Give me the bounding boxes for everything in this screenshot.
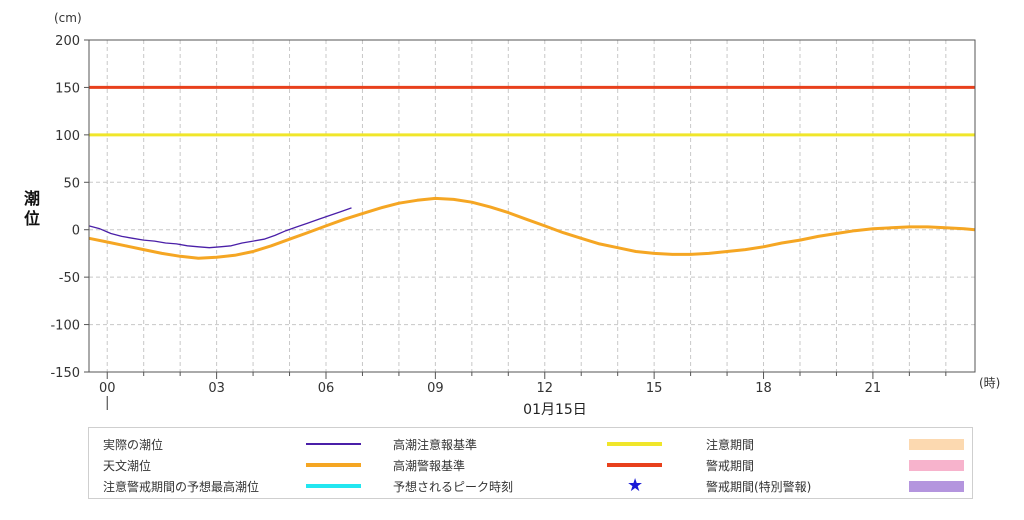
x-axis-date-label: 01月15日 bbox=[523, 402, 587, 418]
y-tick-label: 50 bbox=[63, 176, 80, 191]
legend-label: 実際の潮位 bbox=[103, 438, 164, 452]
plot-frame bbox=[88, 39, 976, 373]
x-tick-label: 09 bbox=[427, 381, 444, 396]
y-tick-label: 0 bbox=[72, 224, 80, 239]
y-axis-label-part2: 位 bbox=[24, 209, 40, 228]
legend-band-swatch bbox=[909, 439, 964, 450]
legend-label: 警戒期間 bbox=[706, 459, 755, 473]
x-tick-label: 00 bbox=[99, 381, 116, 396]
y-tick-label: -100 bbox=[50, 319, 80, 334]
legend-line-swatch bbox=[306, 463, 361, 467]
x-tick-label: 18 bbox=[755, 381, 772, 396]
legend-label: 注意警戒期間の予想最高潮位 bbox=[103, 480, 260, 494]
legend-line-swatch bbox=[607, 442, 662, 446]
y-tick-label: 200 bbox=[55, 34, 80, 49]
y-tick-label: -50 bbox=[59, 271, 80, 286]
legend-line-swatch bbox=[607, 463, 662, 467]
legend-label: 高潮警報基準 bbox=[393, 459, 466, 473]
legend-band-swatch bbox=[909, 460, 964, 471]
x-tick-label: 21 bbox=[865, 381, 882, 396]
grid-lines bbox=[89, 39, 975, 373]
y-unit-label: (cm) bbox=[54, 11, 82, 25]
legend-label: 注意期間 bbox=[706, 438, 755, 452]
x-tick-label: 06 bbox=[318, 381, 335, 396]
legend-band-swatch bbox=[909, 481, 964, 492]
series-lines bbox=[88, 196, 976, 260]
star-icon: ★ bbox=[627, 475, 644, 496]
x-tick-label: 03 bbox=[208, 381, 225, 396]
y-axis-label-part1: 潮 bbox=[24, 189, 40, 208]
legend-label: 警戒期間(特別警報) bbox=[706, 480, 812, 494]
axis-ticks: 200 150 100 50 0 -50 -100 -150 00 03 06 09 12 15 18 21 bbox=[50, 34, 947, 396]
series-line bbox=[88, 196, 976, 260]
x-tick-label: 12 bbox=[536, 381, 553, 396]
y-tick-label: -150 bbox=[50, 366, 80, 381]
legend-line-swatch bbox=[306, 484, 361, 488]
y-tick-label: 150 bbox=[55, 81, 80, 96]
x-unit-label: (時) bbox=[979, 376, 1000, 390]
y-tick-label: 100 bbox=[55, 129, 80, 144]
legend-line-swatch bbox=[306, 443, 361, 445]
legend: 実際の潮位 高潮注意報基準 注意期間天文潮位 高潮警報基準 警戒期間注意警戒期間の予想最… bbox=[88, 427, 973, 499]
legend-label: 高潮注意報基準 bbox=[393, 438, 478, 452]
legend-label: 天文潮位 bbox=[103, 459, 152, 473]
legend-label: 予想されるピーク時刻 bbox=[393, 480, 514, 494]
reference-lines bbox=[89, 85, 975, 137]
x-tick-label: 15 bbox=[646, 381, 663, 396]
series-line bbox=[88, 207, 352, 249]
